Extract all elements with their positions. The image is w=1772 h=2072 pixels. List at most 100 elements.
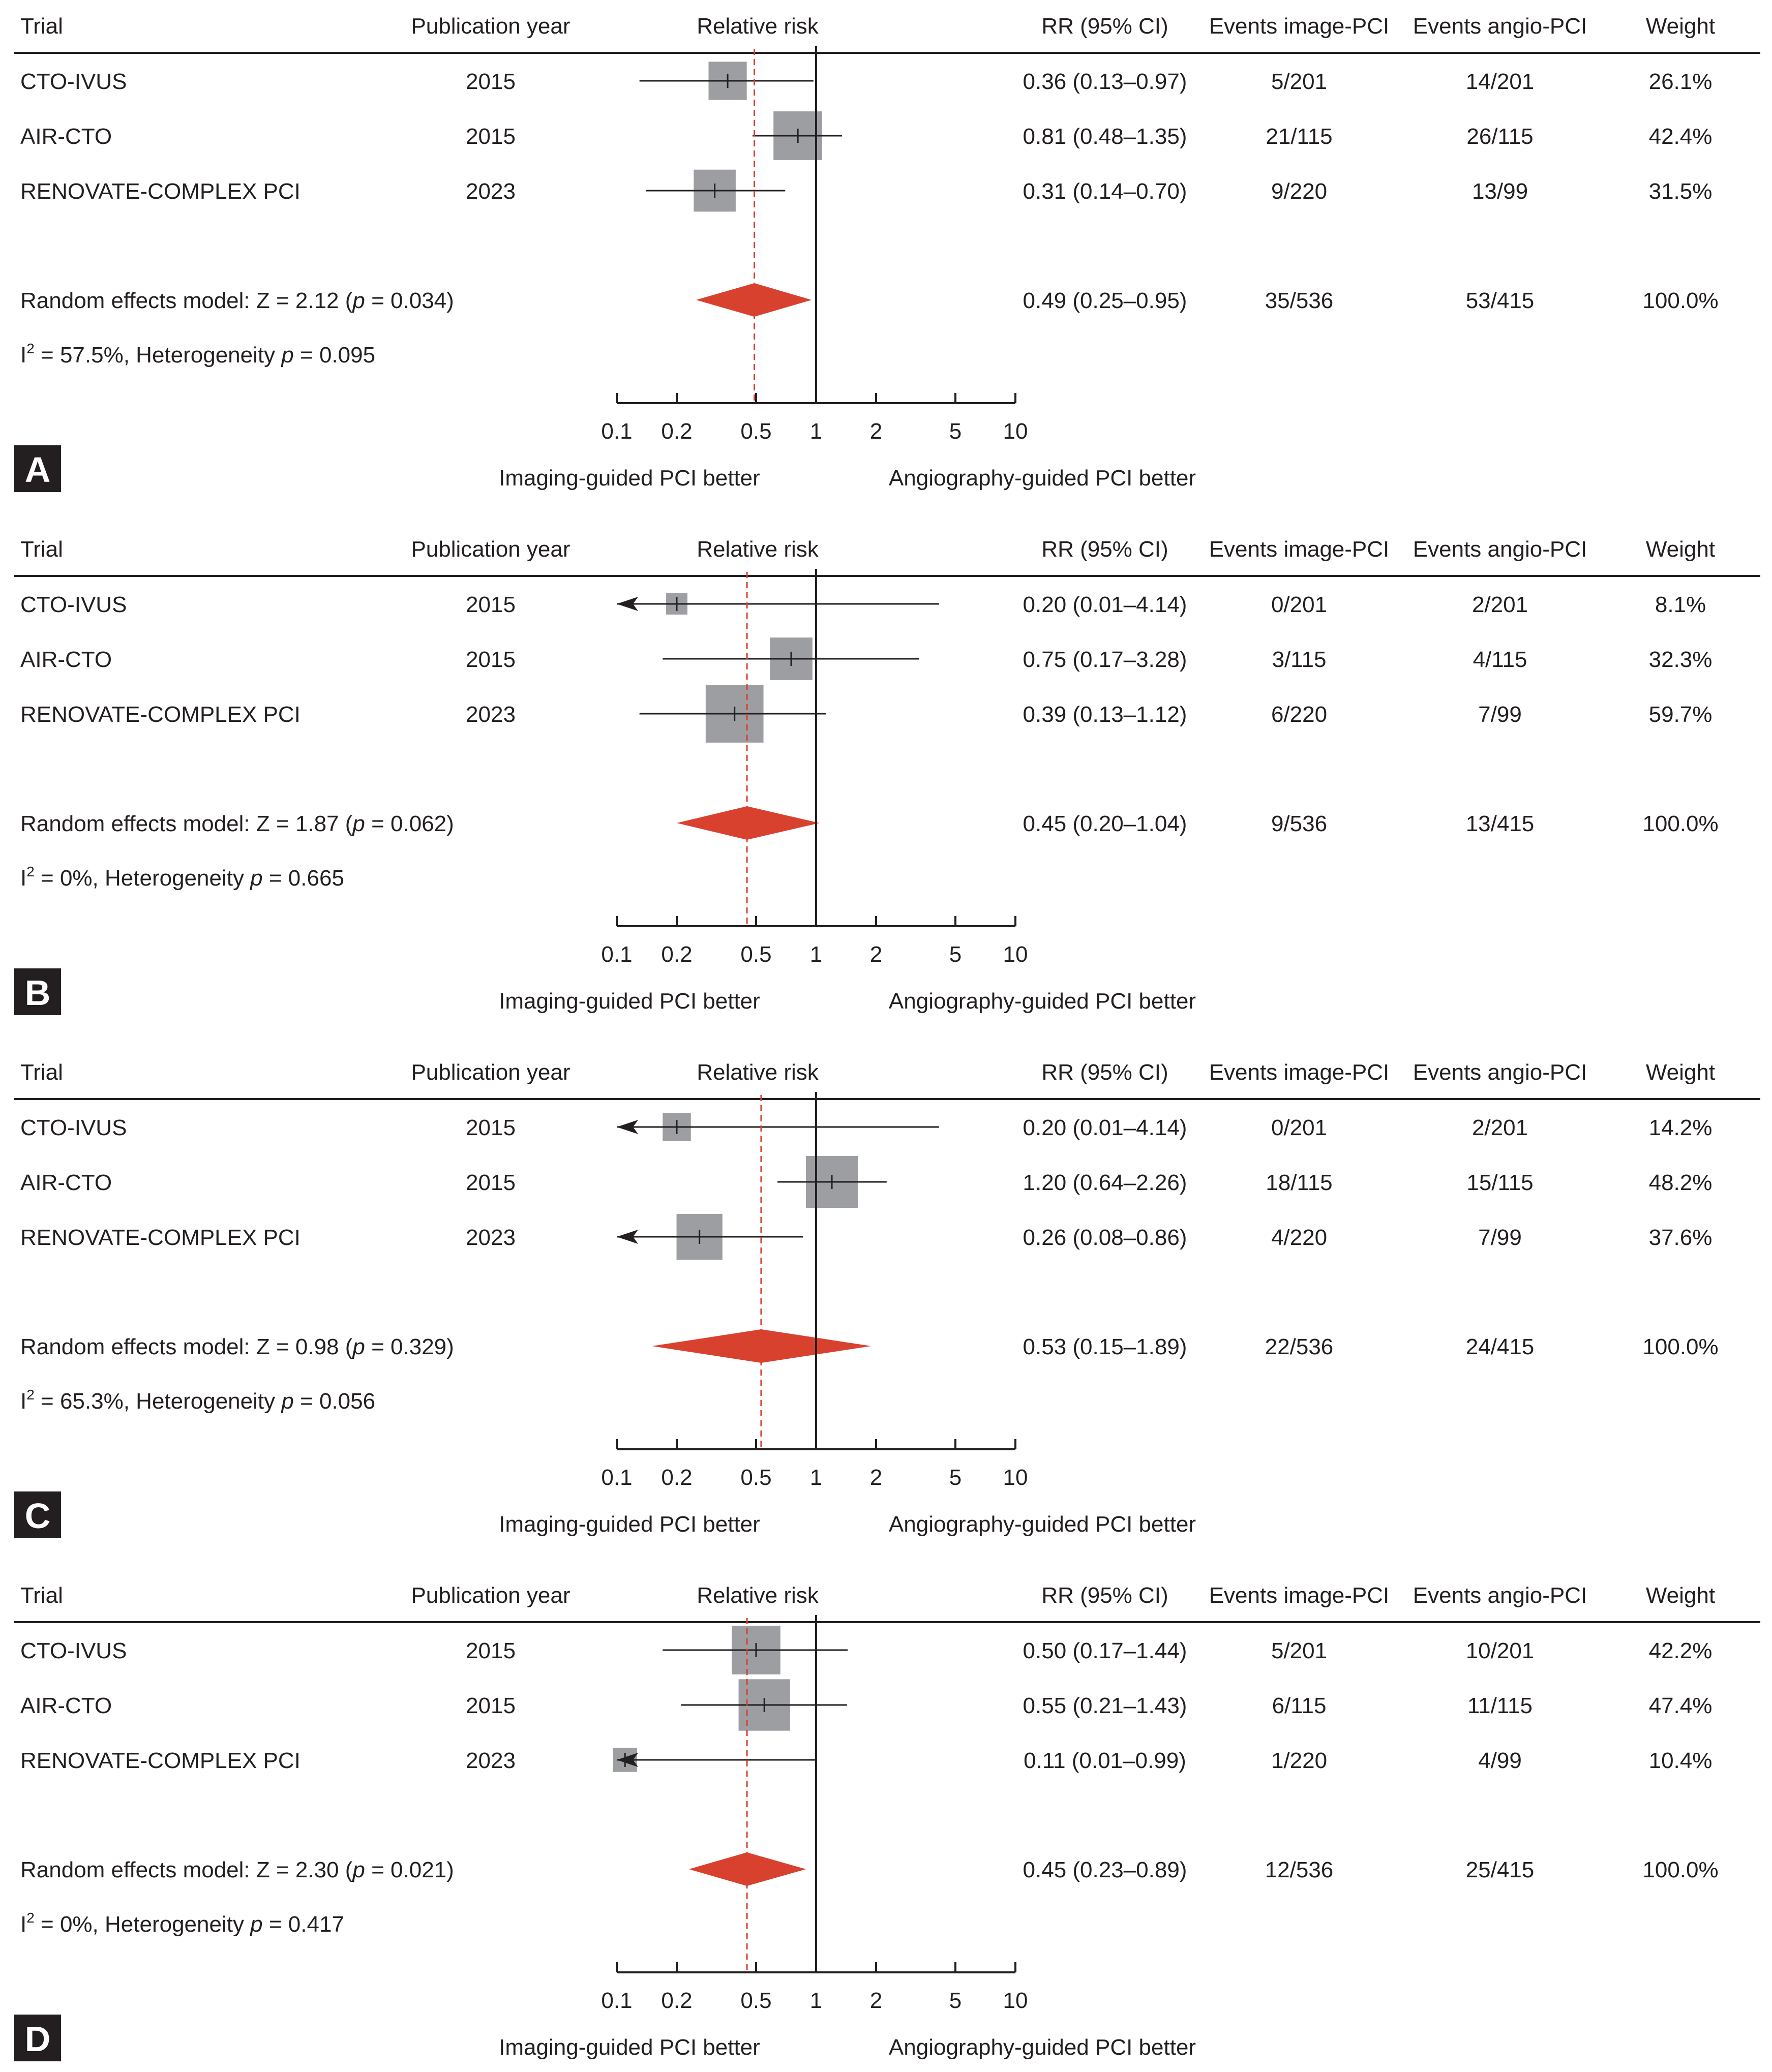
header-publication-year: Publication year [411, 14, 570, 39]
x-axis-tick-label: 5 [949, 1988, 962, 2013]
study-weight: 32.3% [1649, 647, 1713, 672]
panel-badge-box [14, 968, 61, 1015]
study-row: AIR-CTO 2015 0.55 (0.21–1.43) 6/115 11/115 47… [20, 1679, 1713, 1731]
study-trial: CTO-IVUS [20, 1115, 127, 1140]
header-events-angio: Events angio-PCI [1413, 537, 1587, 562]
summary-events-image: 9/536 [1271, 811, 1327, 836]
header-publication-year: Publication year [411, 1583, 570, 1608]
study-events-angio: 2/201 [1472, 592, 1528, 617]
panel-letter: A [25, 450, 51, 490]
direction-label-right: Angiography-guided PCI better [889, 466, 1196, 491]
study-events-image: 4/220 [1271, 1225, 1327, 1250]
summary-diamond [652, 1329, 872, 1363]
study-trial: CTO-IVUS [20, 69, 127, 94]
study-row: RENOVATE-COMPLEX PCI 2023 0.39 (0.13–1.12)… [20, 685, 1712, 743]
x-axis-tick-label: 2 [870, 419, 882, 444]
summary-events-angio: 53/415 [1466, 288, 1535, 313]
panel-letter: B [25, 973, 51, 1013]
study-trial: AIR-CTO [20, 647, 112, 672]
study-events-image: 5/201 [1271, 1638, 1327, 1663]
study-events-angio: 11/115 [1467, 1693, 1533, 1718]
panel-letter-badge: A [14, 445, 61, 492]
x-axis-tick-label: 2 [870, 1988, 882, 2013]
x-axis-tick-label: 1 [810, 1465, 822, 1490]
header-events-angio: Events angio-PCI [1413, 1060, 1587, 1085]
study-weight: 42.4% [1649, 124, 1713, 149]
panel-letter: D [25, 2019, 51, 2059]
study-events-angio: 4/115 [1473, 647, 1527, 672]
header-trial: Trial [20, 1060, 63, 1085]
summary-diamond [677, 806, 820, 840]
study-events-image: 6/220 [1271, 702, 1327, 727]
study-events-angio: 26/115 [1466, 124, 1533, 149]
summary-model-label: Random effects model: Z = 1.87 (p = 0.06… [20, 811, 454, 836]
x-axis-tick-label: 0.5 [740, 419, 771, 444]
x-axis-tick-label: 0.2 [661, 1465, 692, 1490]
x-axis-tick-label: 0.2 [661, 1988, 692, 2013]
summary-row: Random effects model: Z = 2.12 (p = 0.03… [20, 283, 1719, 317]
study-row: CTO-IVUS 2015 0.36 (0.13–0.97) 5/201 14/201 2… [20, 62, 1712, 100]
study-events-angio: 15/115 [1466, 1170, 1533, 1195]
study-row: RENOVATE-COMPLEX PCI 2023 0.11 (0.01–0.99)… [20, 1748, 1712, 1773]
study-trial: CTO-IVUS [20, 592, 127, 617]
study-row: CTO-IVUS 2015 0.20 (0.01–4.14) 0/201 2/201 14… [20, 1113, 1712, 1141]
study-row: CTO-IVUS 2015 0.20 (0.01–4.14) 0/201 2/201 8.… [20, 592, 1706, 617]
header-relative-risk: Relative risk [697, 14, 819, 39]
study-weight: 10.4% [1649, 1748, 1713, 1773]
study-events-image: 18/115 [1266, 1170, 1332, 1195]
study-year: 2023 [466, 1225, 516, 1250]
study-events-angio: 14/201 [1466, 69, 1535, 94]
study-year: 2015 [466, 647, 516, 672]
header-rr-ci: RR (95% CI) [1041, 14, 1168, 39]
study-trial: AIR-CTO [20, 124, 112, 149]
header-weight: Weight [1646, 537, 1715, 562]
summary-events-angio: 24/415 [1466, 1334, 1535, 1359]
study-rr-ci: 0.81 (0.48–1.35) [1023, 124, 1187, 149]
study-year: 2015 [466, 592, 516, 617]
x-axis-tick-label: 0.5 [740, 1465, 771, 1490]
study-events-image: 1/220 [1271, 1748, 1327, 1773]
header-weight: Weight [1646, 14, 1715, 39]
summary-events-image: 22/536 [1265, 1334, 1334, 1359]
ci-truncation-arrow [617, 1753, 638, 1767]
ci-truncation-arrow [617, 1230, 638, 1244]
study-weight: 47.4% [1649, 1693, 1713, 1718]
x-axis-tick-label: 1 [810, 942, 822, 967]
panel-badge-box [14, 2015, 61, 2061]
study-trial: RENOVATE-COMPLEX PCI [20, 1225, 301, 1250]
study-row: AIR-CTO 2015 1.20 (0.64–2.26) 18/115 15/115 4… [20, 1155, 1712, 1208]
summary-events-angio: 25/415 [1466, 1857, 1535, 1882]
x-axis-tick-label: 1 [810, 419, 822, 444]
direction-label-left: Imaging-guided PCI better [499, 1512, 760, 1537]
header-rr-ci: RR (95% CI) [1041, 1583, 1168, 1608]
summary-weight: 100.0% [1642, 1334, 1718, 1359]
study-weight: 42.2% [1649, 1638, 1713, 1663]
x-axis-tick-label: 1 [810, 1988, 822, 2013]
header-events-angio: Events angio-PCI [1413, 1583, 1587, 1608]
direction-label-left: Imaging-guided PCI better [499, 466, 760, 491]
study-year: 2023 [466, 179, 516, 204]
study-trial: AIR-CTO [20, 1170, 112, 1195]
x-axis-tick-label: 5 [949, 419, 962, 444]
header-weight: Weight [1646, 1060, 1715, 1085]
study-events-angio: 2/201 [1472, 1115, 1528, 1140]
summary-weight: 100.0% [1642, 1857, 1718, 1882]
study-events-image: 0/201 [1271, 592, 1327, 617]
header-relative-risk: Relative risk [697, 537, 819, 562]
x-axis-tick-label: 2 [870, 1465, 882, 1490]
summary-weight: 100.0% [1642, 811, 1718, 836]
header-trial: Trial [20, 1583, 63, 1608]
study-weight: 8.1% [1655, 592, 1706, 617]
header-relative-risk: Relative risk [697, 1060, 819, 1085]
study-row: RENOVATE-COMPLEX PCI 2023 0.26 (0.08–0.86)… [20, 1213, 1712, 1260]
header-events-image: Events image-PCI [1209, 1583, 1390, 1608]
summary-events-image: 12/536 [1265, 1857, 1334, 1882]
study-weight: 14.2% [1649, 1115, 1713, 1140]
study-rr-ci: 0.39 (0.13–1.12) [1023, 702, 1187, 727]
study-events-image: 21/115 [1266, 124, 1332, 149]
direction-label-right: Angiography-guided PCI better [889, 1512, 1196, 1537]
study-trial: RENOVATE-COMPLEX PCI [20, 702, 301, 727]
study-events-image: 6/115 [1272, 1693, 1327, 1718]
x-axis-tick-label: 10 [1003, 1465, 1028, 1490]
